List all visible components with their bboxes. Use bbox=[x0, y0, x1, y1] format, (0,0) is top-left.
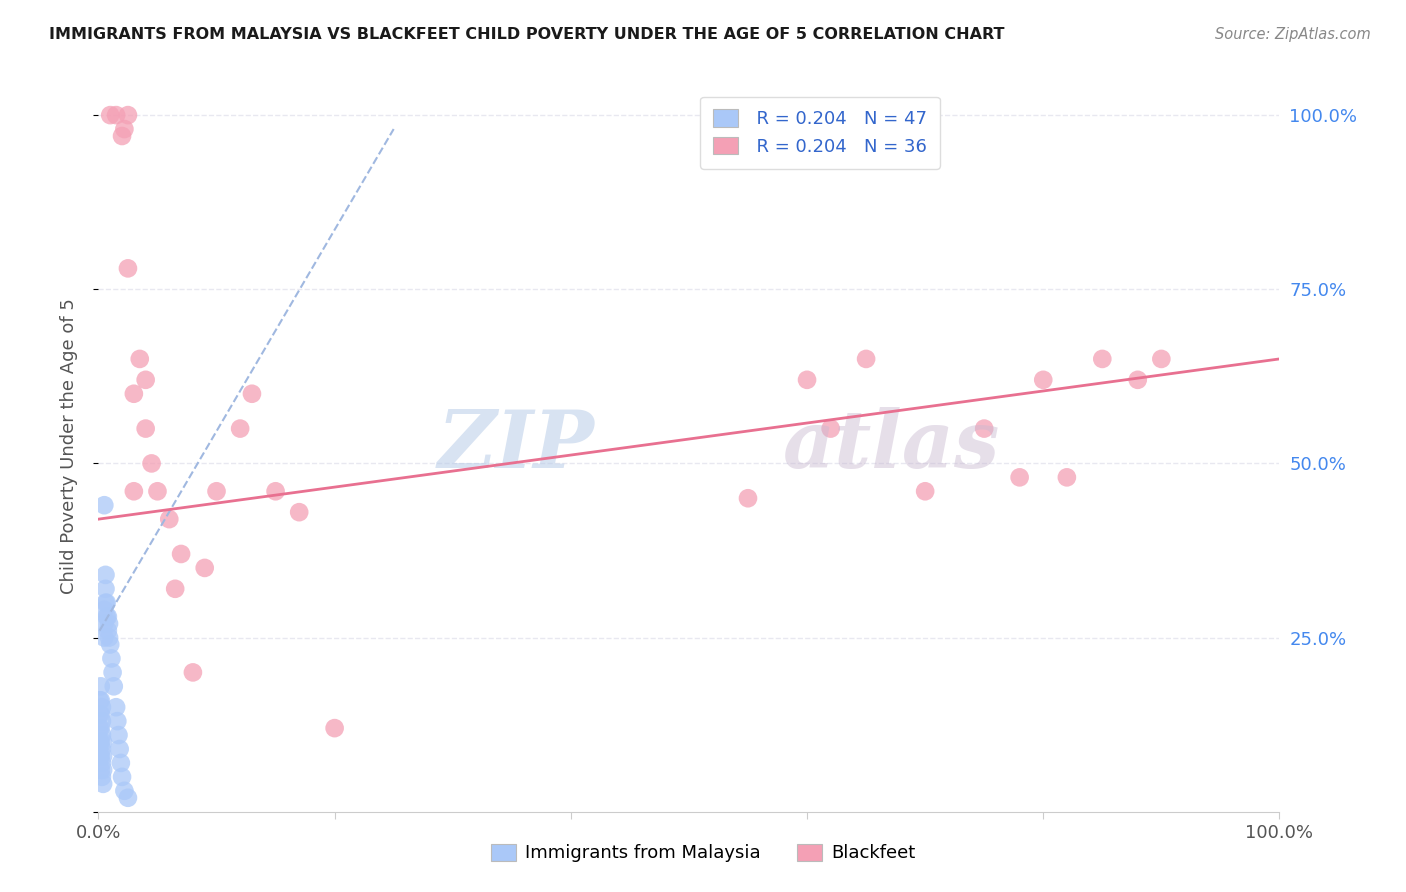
Point bbox=[91, 749, 114, 764]
Text: ZIP: ZIP bbox=[437, 408, 595, 484]
Point bbox=[89, 693, 111, 707]
Point bbox=[108, 742, 131, 756]
Point bbox=[111, 770, 134, 784]
Point bbox=[96, 609, 118, 624]
Point bbox=[89, 721, 111, 735]
Point bbox=[288, 505, 311, 519]
Point bbox=[90, 763, 112, 777]
Point bbox=[105, 700, 128, 714]
Point bbox=[973, 421, 995, 435]
Point bbox=[1126, 373, 1149, 387]
Text: Source: ZipAtlas.com: Source: ZipAtlas.com bbox=[1215, 27, 1371, 42]
Point bbox=[122, 386, 145, 401]
Point bbox=[91, 700, 114, 714]
Point bbox=[796, 373, 818, 387]
Point bbox=[94, 567, 117, 582]
Legend:   R = 0.204   N = 47,   R = 0.204   N = 36: R = 0.204 N = 47, R = 0.204 N = 36 bbox=[700, 96, 939, 169]
Point bbox=[820, 421, 842, 435]
Point bbox=[1091, 351, 1114, 366]
Point bbox=[1008, 470, 1031, 484]
Text: IMMIGRANTS FROM MALAYSIA VS BLACKFEET CHILD POVERTY UNDER THE AGE OF 5 CORRELATI: IMMIGRANTS FROM MALAYSIA VS BLACKFEET CH… bbox=[49, 27, 1005, 42]
Point bbox=[105, 108, 128, 122]
Point bbox=[135, 373, 157, 387]
Point bbox=[90, 735, 112, 749]
Point bbox=[96, 596, 118, 610]
Point bbox=[90, 679, 112, 693]
Point bbox=[93, 616, 115, 631]
Point bbox=[1150, 351, 1173, 366]
Point bbox=[914, 484, 936, 499]
Point bbox=[89, 735, 111, 749]
Point bbox=[91, 770, 114, 784]
Point bbox=[737, 491, 759, 506]
Point bbox=[111, 128, 134, 143]
Point bbox=[229, 421, 252, 435]
Point bbox=[105, 714, 128, 728]
Point bbox=[90, 721, 112, 735]
Point bbox=[112, 784, 135, 798]
Point bbox=[94, 596, 117, 610]
Y-axis label: Child Poverty Under the Age of 5: Child Poverty Under the Age of 5 bbox=[59, 298, 77, 594]
Point bbox=[240, 386, 263, 401]
Point bbox=[90, 693, 112, 707]
Point bbox=[98, 108, 121, 122]
Point bbox=[122, 484, 145, 499]
Point bbox=[97, 609, 120, 624]
Point bbox=[93, 631, 115, 645]
Point bbox=[194, 561, 217, 575]
Point bbox=[264, 484, 287, 499]
Point bbox=[323, 721, 346, 735]
Point bbox=[94, 582, 117, 596]
Point bbox=[91, 728, 114, 742]
Point bbox=[157, 512, 180, 526]
Point bbox=[91, 735, 114, 749]
Point bbox=[107, 728, 129, 742]
Text: atlas: atlas bbox=[783, 408, 1001, 484]
Point bbox=[141, 457, 163, 471]
Point bbox=[117, 108, 139, 122]
Point bbox=[101, 665, 124, 680]
Point bbox=[90, 707, 112, 722]
Point bbox=[89, 707, 111, 722]
Point bbox=[117, 261, 139, 276]
Point bbox=[117, 790, 139, 805]
Point bbox=[98, 616, 121, 631]
Point bbox=[181, 665, 204, 680]
Point bbox=[205, 484, 228, 499]
Point bbox=[91, 763, 114, 777]
Point bbox=[89, 749, 111, 764]
Point bbox=[135, 421, 157, 435]
Point bbox=[1056, 470, 1078, 484]
Point bbox=[170, 547, 193, 561]
Point bbox=[855, 351, 877, 366]
Point bbox=[91, 714, 114, 728]
Point bbox=[103, 679, 125, 693]
Point bbox=[165, 582, 187, 596]
Point bbox=[1032, 373, 1054, 387]
Legend: Immigrants from Malaysia, Blackfeet: Immigrants from Malaysia, Blackfeet bbox=[484, 837, 922, 870]
Point bbox=[100, 651, 122, 665]
Point bbox=[93, 603, 115, 617]
Point bbox=[146, 484, 169, 499]
Point bbox=[91, 777, 114, 791]
Point bbox=[97, 624, 120, 638]
Point bbox=[90, 749, 112, 764]
Point bbox=[98, 638, 121, 652]
Point bbox=[91, 742, 114, 756]
Point bbox=[112, 122, 135, 136]
Point bbox=[93, 498, 115, 512]
Point bbox=[91, 756, 114, 770]
Point bbox=[128, 351, 150, 366]
Point bbox=[110, 756, 132, 770]
Point bbox=[98, 631, 121, 645]
